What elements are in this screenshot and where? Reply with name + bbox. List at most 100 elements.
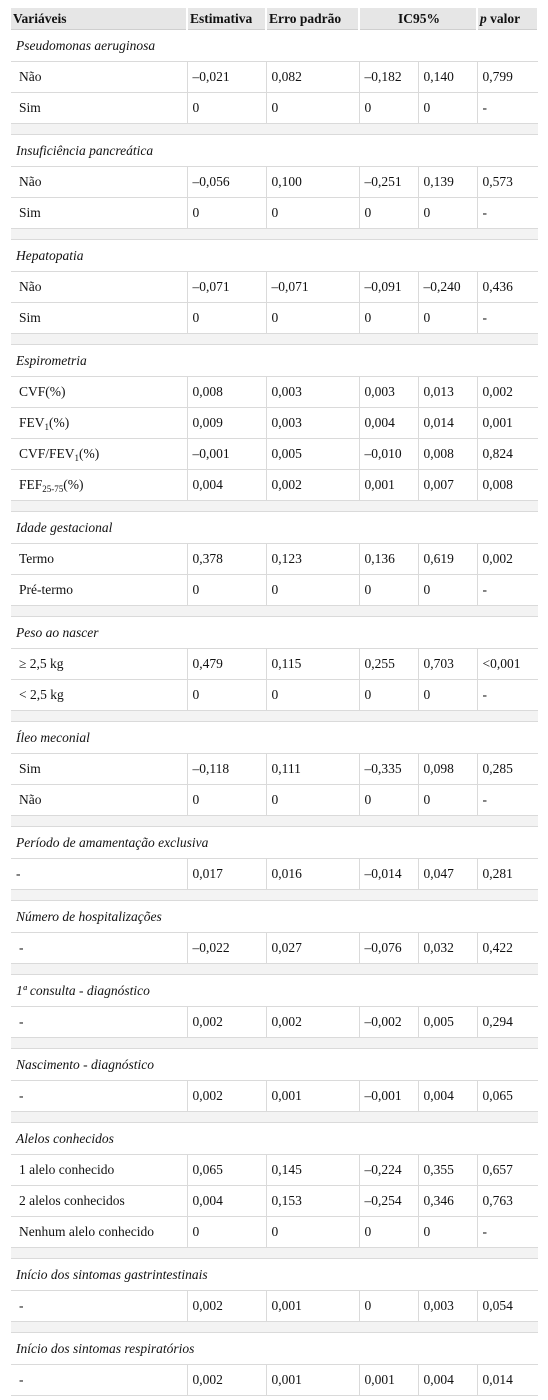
std-error-cell: 0,027 bbox=[266, 932, 360, 964]
ci-upper-cell: 0,004 bbox=[418, 1080, 478, 1112]
header-p-letter: p bbox=[480, 10, 487, 26]
ci-upper-cell: 0,355 bbox=[418, 1154, 478, 1186]
std-error-cell: 0 bbox=[266, 92, 360, 124]
p-value-cell: 0,799 bbox=[477, 61, 539, 93]
p-value-cell: - bbox=[477, 784, 539, 816]
table-row: Não –0,056 0,100 –0,251 0,139 0,573 bbox=[11, 166, 539, 198]
separator-cell bbox=[11, 123, 539, 135]
estimate-cell: 0,002 bbox=[187, 1006, 267, 1038]
ci-lower-cell: –0,076 bbox=[359, 932, 419, 964]
row-label-text: < 2,5 kg bbox=[19, 687, 64, 702]
row-label-text: FEF bbox=[19, 477, 43, 492]
ci-lower-cell: –0,010 bbox=[359, 438, 419, 470]
estimate-cell: –0,001 bbox=[187, 438, 267, 470]
group-title: Início dos sintomas gastrintestinais bbox=[11, 1258, 539, 1291]
table-row: Pré-termo 0 0 0 0- bbox=[11, 574, 539, 606]
header-p-value: p valor bbox=[477, 8, 540, 30]
table-body: Pseudomonas aeruginosa Não –0,021 0,082 –0,1… bbox=[11, 29, 539, 1396]
p-value-cell: 0,436 bbox=[477, 271, 539, 303]
estimate-cell: 0,378 bbox=[187, 543, 267, 575]
p-value-cell: - bbox=[477, 679, 539, 711]
ci-upper-cell: 0 bbox=[418, 679, 478, 711]
separator-cell bbox=[11, 1247, 539, 1259]
ci-upper-cell: 0,013 bbox=[418, 376, 478, 408]
group-header-row: Espirometria bbox=[11, 344, 539, 377]
estimate-cell: 0,004 bbox=[187, 1185, 267, 1217]
group-header-row: Período de amamentação exclusiva bbox=[11, 826, 539, 859]
table-row: - 0,017 0,016 –0,014 0,047 0,281 bbox=[11, 858, 539, 890]
row-label-suffix: (%) bbox=[79, 446, 100, 461]
estimate-cell: –0,021 bbox=[187, 61, 267, 93]
std-error-cell: 0,111 bbox=[266, 753, 360, 785]
ci-upper-cell: 0,032 bbox=[418, 932, 478, 964]
row-label-text: Não bbox=[19, 279, 42, 294]
p-value-cell: 0,824 bbox=[477, 438, 539, 470]
ci-upper-cell: 0 bbox=[418, 92, 478, 124]
table-row: 2 alelos conhecidos 0,004 0,153 –0,254 0,346… bbox=[11, 1185, 539, 1217]
estimate-cell: 0,002 bbox=[187, 1290, 267, 1322]
estimate-cell: –0,071 bbox=[187, 271, 267, 303]
header-ci95: IC95% bbox=[359, 8, 479, 30]
ci-lower-cell: 0 bbox=[359, 92, 419, 124]
ci-lower-cell: 0 bbox=[359, 197, 419, 229]
std-error-cell: 0,115 bbox=[266, 648, 360, 680]
row-label-text: Não bbox=[19, 174, 42, 189]
table-row: Não 0 0 0 0- bbox=[11, 784, 539, 816]
row-label-text: - bbox=[16, 866, 21, 881]
row-label: Não bbox=[11, 784, 188, 816]
row-label-text: Sim bbox=[19, 205, 41, 220]
p-value-cell: 0,002 bbox=[477, 376, 539, 408]
table-row: FEV1(%) 0,009 0,003 0,004 0,014 0,001 bbox=[11, 407, 539, 439]
row-label-text: ≥ 2,5 kg bbox=[19, 656, 64, 671]
ci-lower-cell: 0,001 bbox=[359, 1364, 419, 1396]
ci-upper-cell: 0,047 bbox=[418, 858, 478, 890]
separator-cell bbox=[11, 605, 539, 617]
row-label-text: - bbox=[19, 1372, 24, 1387]
group-separator bbox=[11, 815, 539, 827]
table-row: CVF(%) 0,008 0,003 0,003 0,013 0,002 bbox=[11, 376, 539, 408]
row-label-text: Pré-termo bbox=[19, 582, 73, 597]
row-label-text: - bbox=[19, 1298, 24, 1313]
std-error-cell: 0,123 bbox=[266, 543, 360, 575]
table-row: - 0,002 0,001 –0,001 0,004 0,065 bbox=[11, 1080, 539, 1112]
row-label: Nenhum alelo conhecido bbox=[11, 1216, 188, 1248]
group-header-row: Pseudomonas aeruginosa bbox=[11, 29, 539, 62]
group-title: Idade gestacional bbox=[11, 511, 539, 544]
ci-upper-cell: 0 bbox=[418, 302, 478, 334]
ci-lower-cell: 0 bbox=[359, 574, 419, 606]
p-value-cell: 0,281 bbox=[477, 858, 539, 890]
group-separator bbox=[11, 1247, 539, 1259]
row-label-text: Sim bbox=[19, 761, 41, 776]
std-error-cell: 0,100 bbox=[266, 166, 360, 198]
ci-lower-cell: –0,014 bbox=[359, 858, 419, 890]
p-value-cell: 0,763 bbox=[477, 1185, 539, 1217]
group-header-row: Número de hospitalizações bbox=[11, 900, 539, 933]
group-separator bbox=[11, 1321, 539, 1333]
group-title: Período de amamentação exclusiva bbox=[11, 826, 539, 859]
group-header-row: Insuficiência pancreática bbox=[11, 134, 539, 167]
row-label: CVF/FEV1(%) bbox=[11, 438, 188, 470]
separator-cell bbox=[11, 333, 539, 345]
table-row: - –0,022 0,027 –0,076 0,032 0,422 bbox=[11, 932, 539, 964]
ci-lower-cell: –0,251 bbox=[359, 166, 419, 198]
row-label: Sim bbox=[11, 753, 188, 785]
ci-upper-cell: 0,008 bbox=[418, 438, 478, 470]
group-header-row: Início dos sintomas respiratórios bbox=[11, 1332, 539, 1365]
ci-upper-cell: 0 bbox=[418, 1216, 478, 1248]
group-title: Número de hospitalizações bbox=[11, 900, 539, 933]
estimate-cell: 0,002 bbox=[187, 1364, 267, 1396]
p-value-cell: 0,573 bbox=[477, 166, 539, 198]
table-row: Sim 0 0 0 0- bbox=[11, 302, 539, 334]
estimate-cell: 0,479 bbox=[187, 648, 267, 680]
estimate-cell: 0,002 bbox=[187, 1080, 267, 1112]
table-row: CVF/FEV1(%) –0,001 0,005 –0,010 0,008 0,824 bbox=[11, 438, 539, 470]
group-header-row: Alelos conhecidos bbox=[11, 1122, 539, 1155]
row-label-subscript: 1 bbox=[74, 453, 80, 463]
p-value-cell: - bbox=[477, 574, 539, 606]
row-label: Não bbox=[11, 166, 188, 198]
group-header-row: Início dos sintomas gastrintestinais bbox=[11, 1258, 539, 1291]
row-label: Sim bbox=[11, 197, 188, 229]
p-value-cell: 0,001 bbox=[477, 407, 539, 439]
separator-cell bbox=[11, 710, 539, 722]
std-error-cell: 0,003 bbox=[266, 407, 360, 439]
